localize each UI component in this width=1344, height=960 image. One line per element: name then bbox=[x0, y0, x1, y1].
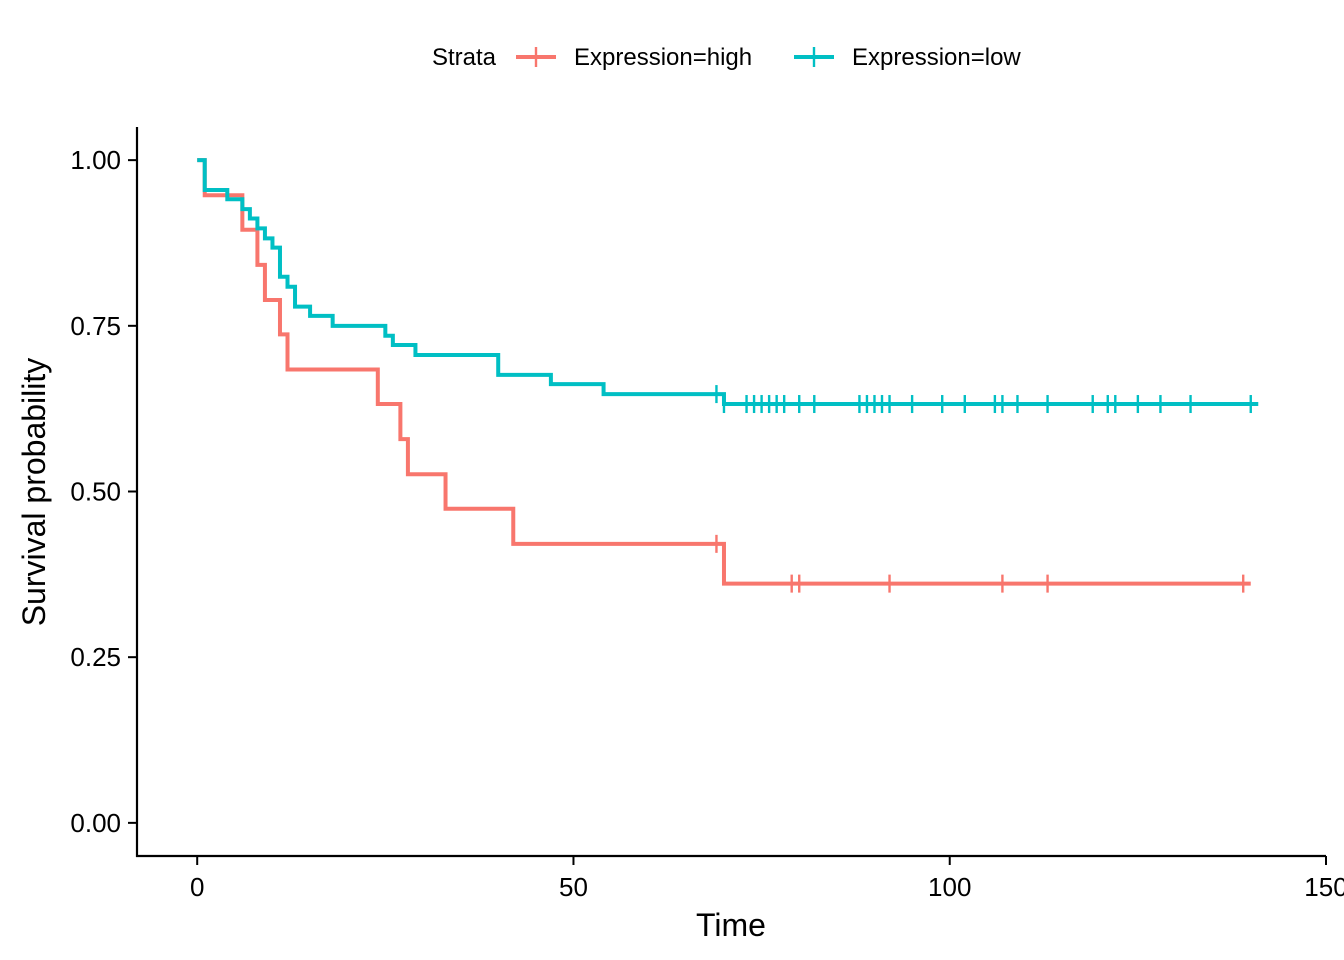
y-axis-title: Survival probability bbox=[16, 358, 52, 627]
axes: 0 50 100 150 0.00 0.25 0.50 0.75 1.00 bbox=[70, 127, 1344, 902]
legend-items: Expression=high Expression=low bbox=[516, 44, 1021, 71]
y-tick-label: 0.25 bbox=[70, 642, 121, 672]
series-low bbox=[197, 158, 1259, 414]
legend-label: Expression=low bbox=[852, 44, 1021, 71]
legend: Strata Expression=high Expression=low bbox=[432, 44, 1021, 71]
legend-title: Strata bbox=[432, 44, 497, 71]
series-line bbox=[197, 158, 1251, 586]
plot-area bbox=[197, 158, 1259, 593]
x-tick-label: 50 bbox=[559, 872, 588, 902]
series-line bbox=[197, 158, 1259, 407]
legend-item: Expression=high bbox=[516, 44, 752, 71]
series-high bbox=[197, 158, 1251, 593]
y-tick-label: 0.00 bbox=[70, 808, 121, 838]
y-tick-label: 0.50 bbox=[70, 477, 121, 507]
x-tick-label: 100 bbox=[928, 872, 971, 902]
x-tick-label: 0 bbox=[190, 872, 204, 902]
legend-label: Expression=high bbox=[574, 44, 752, 71]
y-tick-label: 0.75 bbox=[70, 311, 121, 341]
y-tick-label: 1.00 bbox=[70, 145, 121, 175]
legend-item: Expression=low bbox=[794, 44, 1021, 71]
x-tick-label: 150 bbox=[1304, 872, 1344, 902]
x-axis-title: Time bbox=[696, 907, 766, 943]
